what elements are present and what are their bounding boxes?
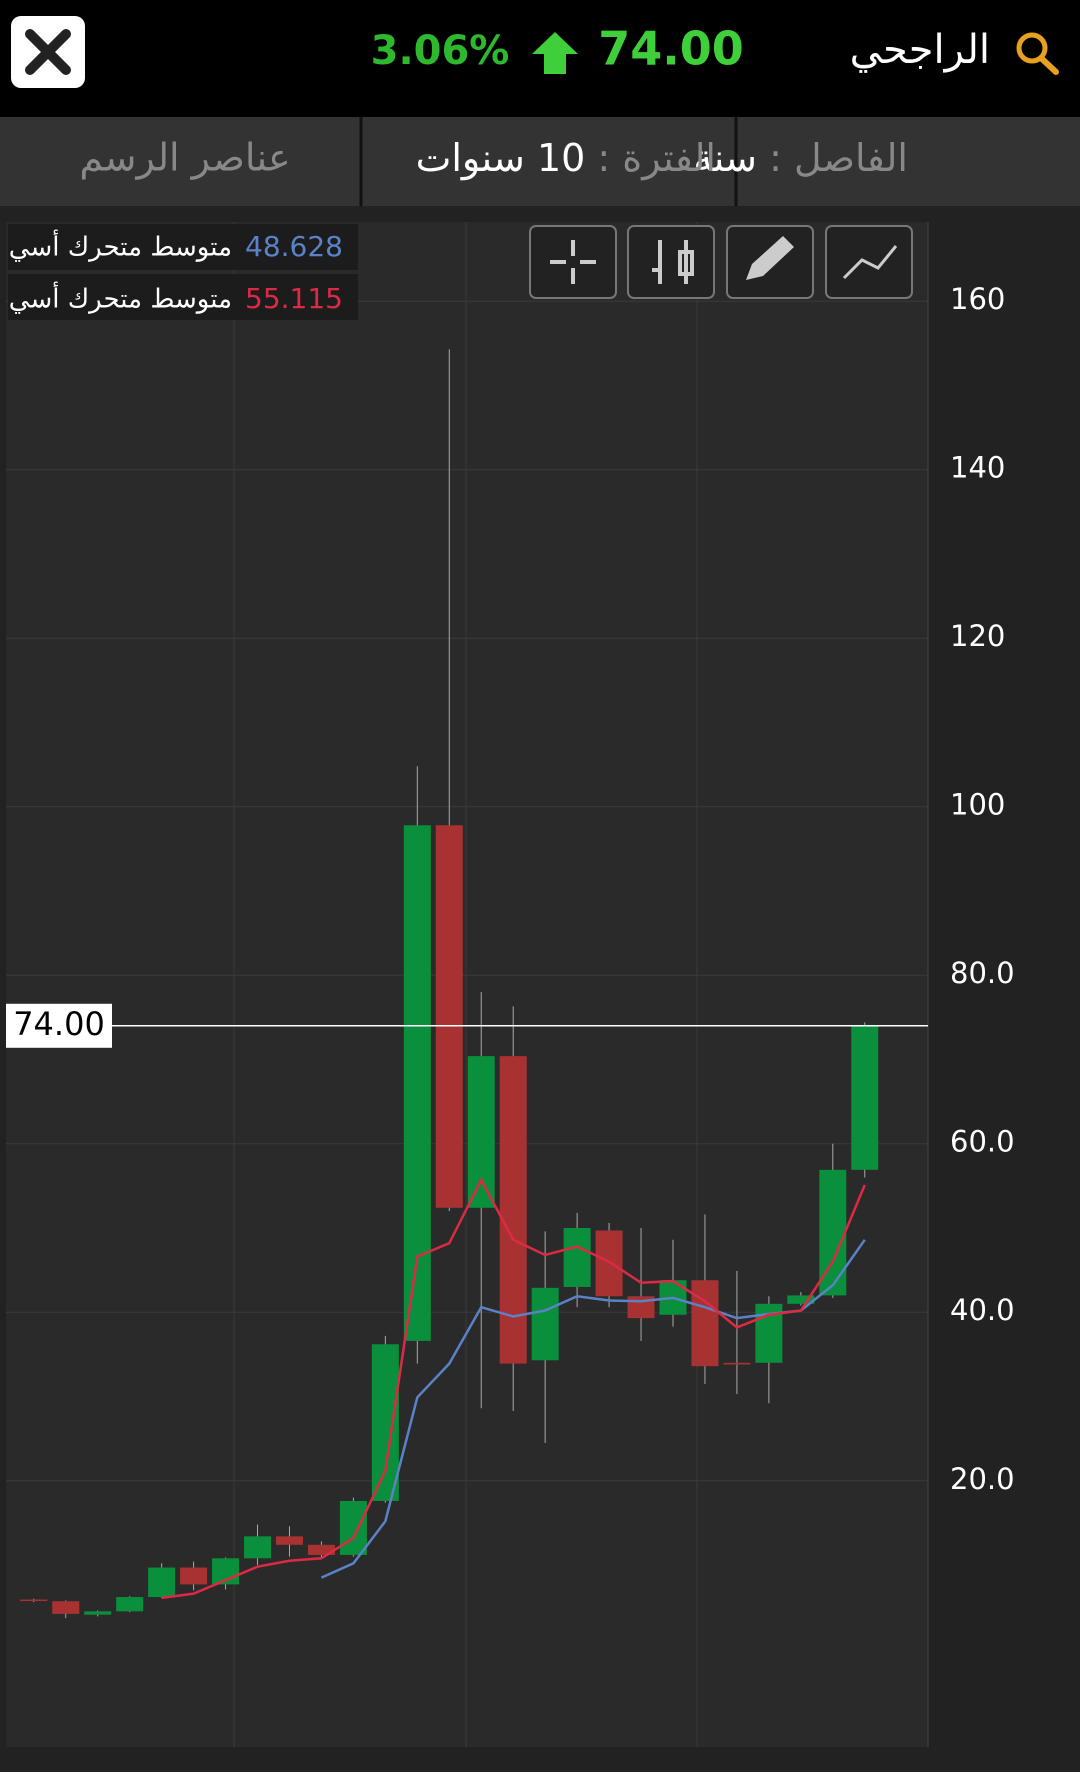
candle-body [371,1344,399,1501]
candle-body [20,1599,48,1602]
candle-body [244,1536,272,1559]
y-tick-label: 160 [950,282,1005,316]
period-tab[interactable]: الفترة : 10 سنوات [416,136,716,181]
candle-body [499,1056,527,1364]
last-price-box [6,1003,112,1048]
candle-body [435,825,463,1208]
tools [529,225,913,299]
tab-label: الفترة : [597,136,716,181]
tab-value: 10 سنوات [416,136,586,181]
candle-icon-body [678,250,694,276]
candle-body [307,1544,335,1555]
y-tick-label: 100 [950,788,1005,822]
legend-row [8,274,358,320]
last-price-label: 74.00 [13,1005,105,1043]
candle-icon [652,240,688,284]
candle-body [563,1227,591,1287]
y-tick-label: 60.0 [950,1125,1015,1159]
candle-body [116,1597,144,1612]
moving-average-line [161,1177,866,1600]
legend-value: 55.115 [245,282,343,315]
candle-body [180,1567,208,1585]
up-arrow [532,32,578,74]
close-icon [25,29,71,75]
plot-area [6,222,928,1747]
header-bar [0,0,1080,117]
candle-body [84,1611,112,1615]
legend-name: متوسط متحرك أسي [9,281,232,315]
legend-name: متوسط متحرك أسي [9,229,232,263]
candle-body [595,1230,623,1297]
elements-tab[interactable]: عناصر الرسم [79,136,290,181]
y-tick-label: 20.0 [950,1462,1015,1496]
candle-tool[interactable] [627,225,715,299]
tabs-bar [0,117,1080,206]
candle-body [52,1601,80,1614]
candle-body [691,1280,719,1367]
candle-body [531,1287,559,1361]
candle-body [339,1500,367,1555]
y-tick-label: 80.0 [950,956,1015,990]
y-tick-label: 120 [950,619,1005,653]
tab-label: الفاصل : [769,136,908,180]
stock-name: الراجحي [850,27,990,73]
y-tick-label: 40.0 [950,1293,1015,1327]
search-icon[interactable] [1016,32,1048,64]
search-handle [1038,55,1059,75]
legend-value: 48.628 [245,230,343,263]
candle-body [275,1536,303,1545]
candle-body [403,825,431,1341]
tab-value: سنة [693,136,757,180]
y-tick-label: 140 [950,451,1005,485]
crosshair-icon [550,240,596,284]
candle-body [148,1567,176,1598]
interval-tab[interactable]: الفاصل : سنة [693,136,908,180]
crosshair-tool[interactable] [529,225,617,299]
candle-body [787,1295,815,1304]
candle-body [723,1362,751,1365]
spacer [0,206,1080,222]
change: 3.06% [371,28,510,74]
legend-row [8,224,358,270]
candle-body [467,1056,495,1208]
price: 74.00 [598,22,744,76]
pencil-icon [746,236,794,280]
candle-body [851,1025,879,1170]
line-icon [842,245,898,280]
